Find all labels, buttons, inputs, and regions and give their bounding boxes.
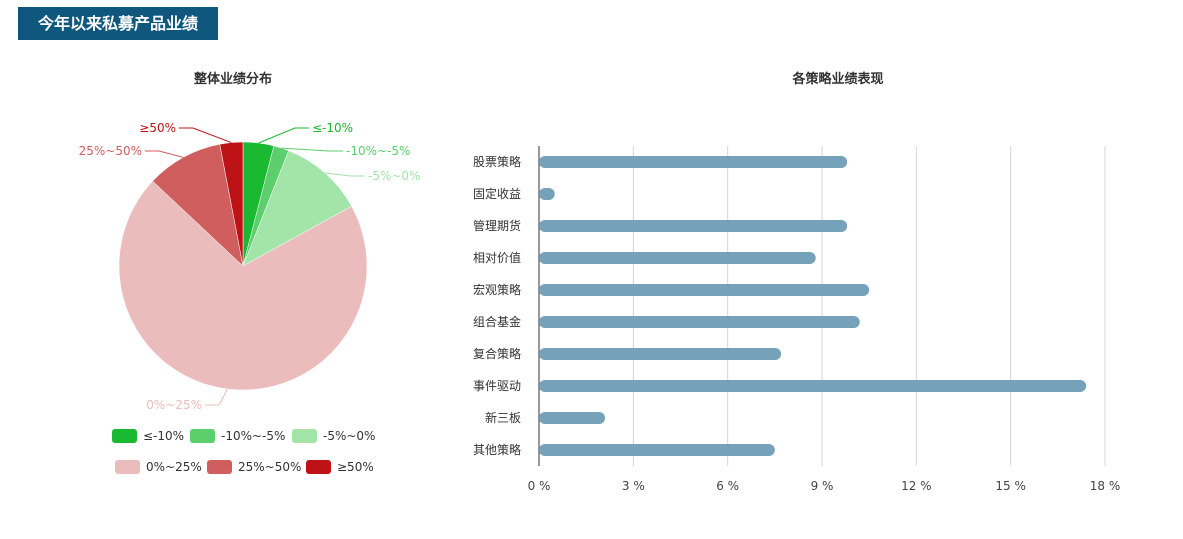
legend-item[interactable]: -5%~0% [292,429,375,443]
legend-swatch [112,429,137,443]
pie-slice-label: -5%~0% [368,169,420,183]
y-category-label: 相对价值 [473,250,521,265]
legend-item[interactable]: 0%~25% [115,460,202,474]
y-category-label: 复合策略 [473,346,521,361]
legend-item[interactable]: ≤-10% [112,429,184,443]
x-tick-label: 18 % [1090,479,1121,493]
legend-label: -10%~-5% [221,429,286,443]
bar [539,444,775,456]
pie-slice [152,143,244,267]
pie-slice [219,141,244,267]
legend-swatch [115,460,140,474]
legend-swatch [207,460,232,474]
pie-chart-title: 整体业绩分布 [193,72,272,87]
pie-leader-line [324,172,365,177]
y-category-label: 组合基金 [473,314,521,329]
bar [539,412,606,424]
legend-item[interactable]: 25%~50% [207,460,301,474]
legend-swatch [190,429,215,443]
y-category-label: 宏观策略 [473,282,521,297]
section-header: 今年以来私募产品业绩 [18,7,218,40]
x-tick-label: 6 % [716,479,739,493]
legend-swatch [306,460,331,474]
pie-leader-line [145,150,184,158]
pie-slice-label: 0%~25% [146,398,202,412]
pie-slice-label: -10%~-5% [346,144,410,158]
y-category-label: 管理期货 [473,218,521,233]
y-category-label: 事件驱动 [473,379,521,393]
pie-slice-label: ≥50% [139,121,176,135]
legend-item[interactable]: ≥50% [306,460,374,474]
legend-label: 0%~25% [146,460,202,474]
y-category-label: 股票策略 [473,154,521,169]
x-tick-label: 3 % [622,479,645,493]
pie-leader-line [205,388,228,406]
x-tick-label: 0 % [528,479,551,493]
pie-slice-label: ≤-10% [312,121,353,135]
bar [539,284,870,296]
bar [539,252,816,264]
pie-slice [242,150,353,267]
legend-label: -5%~0% [323,429,376,443]
bar [539,156,848,168]
pie-leader-line [281,147,343,152]
bar [539,316,860,328]
x-tick-label: 12 % [901,479,932,493]
x-tick-label: 9 % [811,479,834,493]
pie-slice [118,180,368,391]
legend-label: 25%~50% [238,460,302,474]
y-category-label: 新三板 [485,410,521,425]
pie-leader-line [179,127,232,144]
x-tick-label: 15 % [995,479,1026,493]
legend-label: ≥50% [337,460,374,474]
bar [539,188,555,200]
bar [539,220,848,232]
bar [539,348,782,360]
legend-label: ≤-10% [143,429,185,443]
legend-item[interactable]: -10%~-5% [190,429,285,443]
pie-leader-line [258,127,309,144]
bar-chart-title: 各策略业绩表现 [792,72,884,87]
pie-slice-label: 25%~50% [79,144,142,158]
y-category-label: 固定收益 [473,186,521,201]
legend-swatch [292,429,317,443]
bar [539,380,1087,392]
y-category-label: 其他策略 [473,442,521,457]
